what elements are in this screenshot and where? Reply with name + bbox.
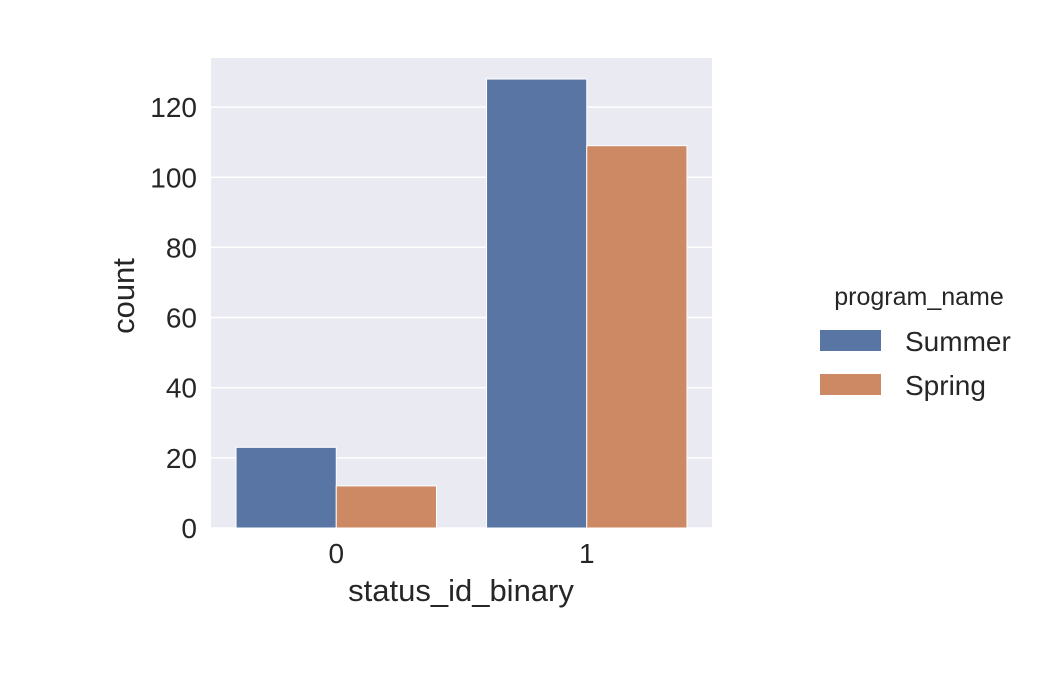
bar-spring-0 [335,485,437,529]
y-tick-label: 20 [166,443,197,474]
legend-label-spring: Spring [905,370,986,401]
bar-summer-1 [486,78,588,529]
bars [235,78,688,529]
legend: program_name Summer Spring [820,283,1011,401]
x-axis-label: status_id_binary [348,573,574,608]
x-tick-label: 1 [579,538,595,569]
x-tick-label: 0 [328,538,344,569]
y-axis-label: count [106,258,141,334]
bar-spring-1 [586,145,688,529]
y-tick-label: 100 [150,162,197,193]
legend-title: program_name [834,283,1004,311]
legend-swatch-spring [820,374,881,395]
y-tick-labels: 0 20 40 60 80 100 120 [150,92,197,544]
y-tick-label: 120 [150,92,197,123]
bar-summer-0 [235,446,337,529]
legend-label-summer: Summer [905,326,1011,357]
y-tick-label: 60 [166,303,197,334]
legend-swatch-summer [820,330,881,351]
y-tick-label: 40 [166,373,197,404]
y-tick-label: 0 [181,513,197,544]
y-tick-label: 80 [166,232,197,263]
